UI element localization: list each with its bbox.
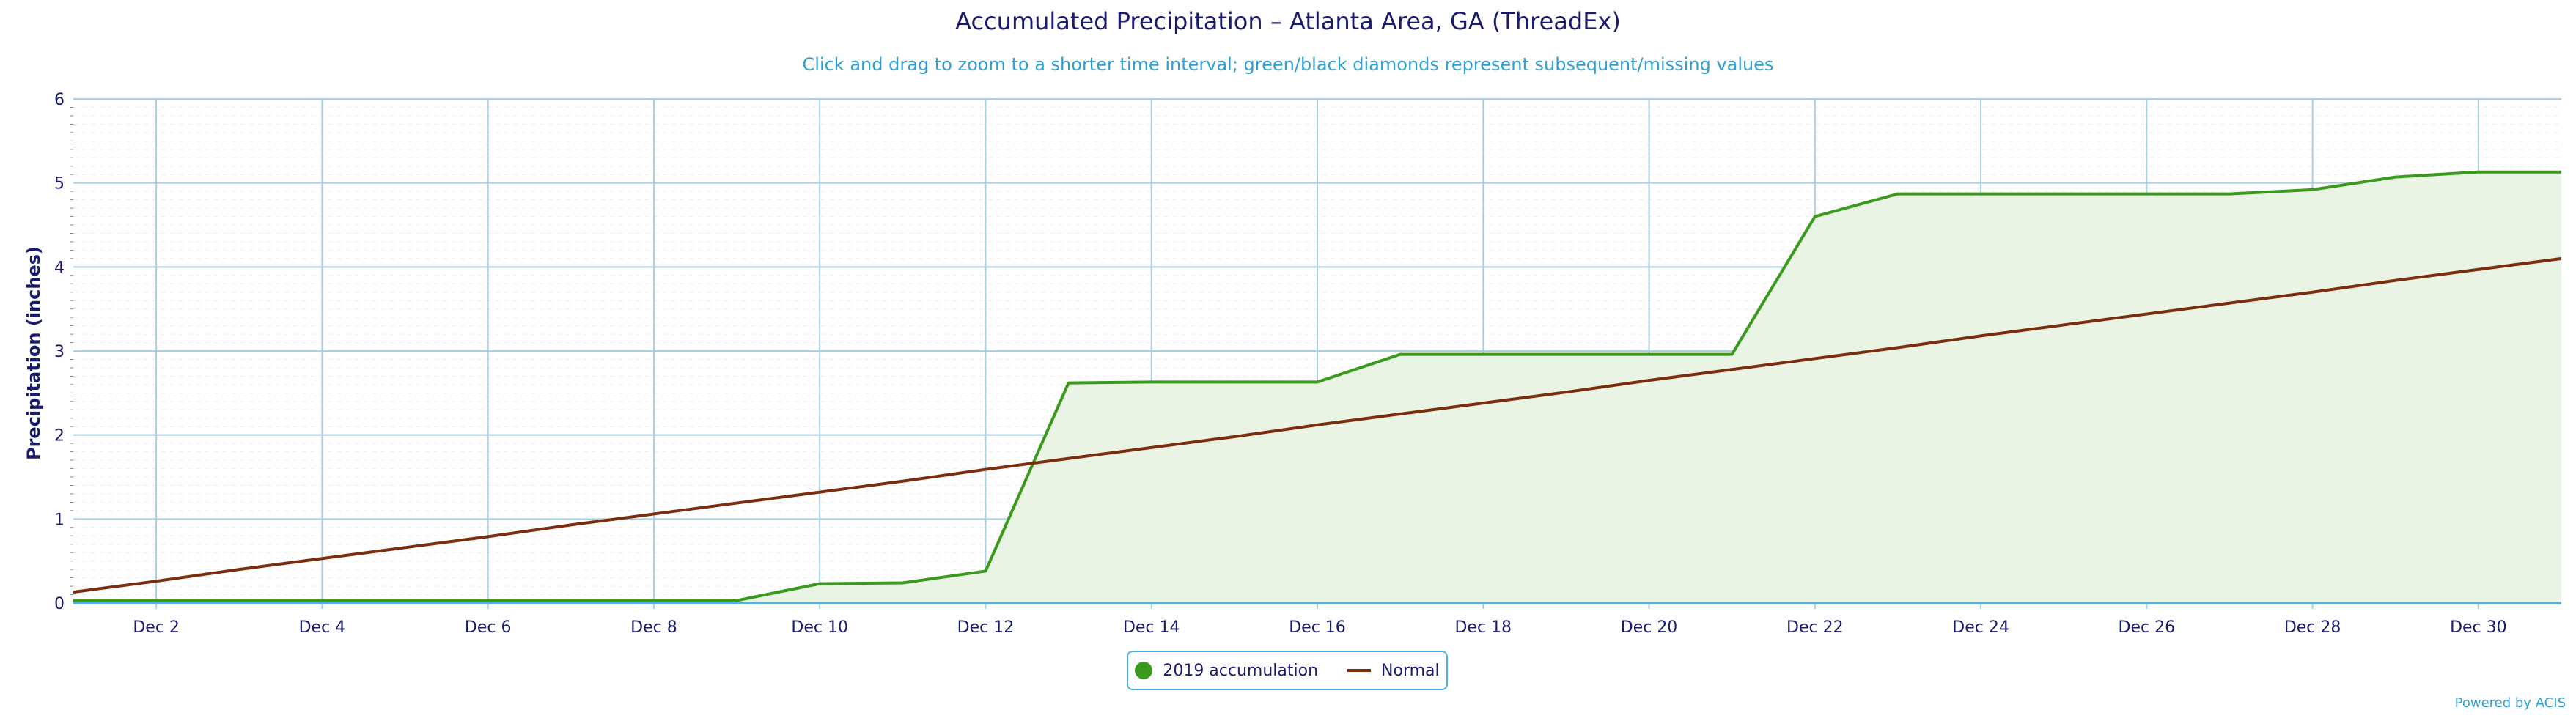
legend-item-normal[interactable]: Normal — [1347, 662, 1440, 680]
x-tick-label: Dec 28 — [2284, 618, 2341, 637]
x-tick-label: Dec 30 — [2450, 618, 2507, 637]
x-tick-label: Dec 14 — [1123, 618, 1180, 637]
green-circle-icon — [1135, 662, 1153, 679]
legend-item-2019-accumulation[interactable]: 2019 accumulation — [1135, 662, 1318, 680]
legend: 2019 accumulation Normal — [1127, 651, 1448, 690]
y-tick-label: 2 — [54, 427, 65, 445]
legend-label-normal: Normal — [1381, 661, 1440, 680]
x-tick-label: Dec 16 — [1289, 618, 1346, 637]
x-tick-label: Dec 20 — [1621, 618, 1678, 637]
x-tick-label: Dec 2 — [133, 618, 180, 637]
y-tick-label: 4 — [54, 259, 65, 277]
x-tick-label: Dec 24 — [1952, 618, 2009, 637]
y-tick-label: 1 — [54, 511, 65, 529]
chart-title: Accumulated Precipitation – Atlanta Area… — [955, 7, 1621, 35]
series-line-normal — [73, 256, 2562, 594]
legend-label-2019-accumulation: 2019 accumulation — [1163, 661, 1319, 680]
series-line-2019-accumulation — [73, 170, 2561, 602]
x-tick-label: Dec 8 — [630, 618, 677, 637]
y-tick-label: 5 — [54, 175, 65, 193]
x-tick-label: Dec 26 — [2119, 618, 2176, 637]
y-tick-label: 0 — [54, 595, 65, 613]
x-tick-label: Dec 18 — [1454, 618, 1512, 637]
x-tick-label: Dec 22 — [1786, 618, 1844, 637]
y-tick-label: 6 — [54, 91, 65, 109]
x-tick-label: Dec 10 — [791, 618, 848, 637]
accumulation-area-fill — [73, 171, 2561, 603]
x-tick-label: Dec 12 — [957, 618, 1015, 637]
brown-line-icon — [1347, 669, 1372, 672]
x-tick-label: Dec 4 — [299, 618, 346, 637]
chart-subtitle: Click and drag to zoom to a shorter time… — [802, 54, 1774, 75]
y-tick-label: 3 — [54, 343, 65, 361]
credits-link[interactable]: Powered by ACIS — [2454, 695, 2566, 711]
x-tick-label: Dec 6 — [465, 618, 512, 637]
